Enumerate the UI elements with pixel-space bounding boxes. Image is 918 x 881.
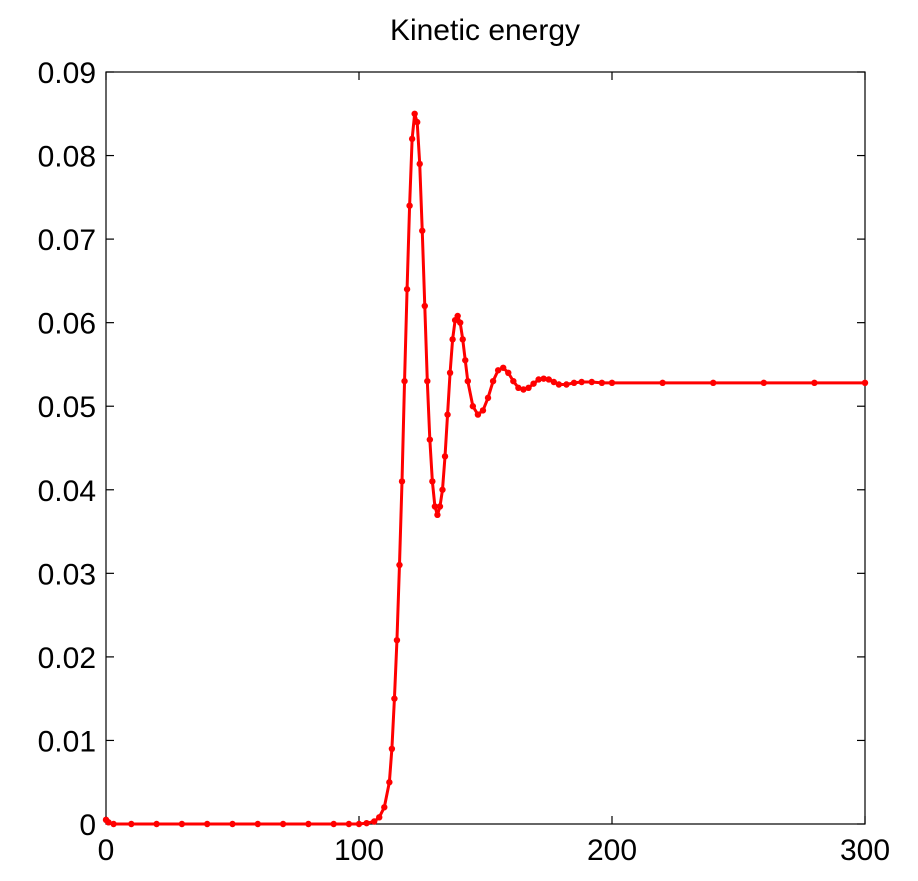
data-point [760, 379, 767, 387]
y-tick-label: 0.06 [38, 308, 96, 341]
data-point [449, 336, 456, 343]
data-point [520, 386, 527, 393]
data-point [441, 453, 449, 460]
data-point [381, 804, 388, 811]
data-point [540, 375, 547, 382]
data-point [861, 379, 869, 387]
data-point [254, 820, 261, 828]
data-point [330, 820, 337, 828]
data-point [396, 561, 403, 569]
chart-title: Kinetic energy [390, 14, 580, 47]
data-point [355, 820, 363, 828]
y-tick-label: 0.02 [38, 642, 96, 675]
data-point [489, 377, 497, 385]
x-tick-label: 0 [98, 834, 115, 867]
data-point [406, 202, 413, 209]
data-point [444, 411, 451, 418]
data-point [462, 357, 469, 364]
data-point [376, 814, 383, 821]
data-point [204, 820, 211, 828]
data-point [388, 745, 396, 752]
data-point [811, 379, 818, 387]
x-tick-label: 300 [840, 834, 890, 867]
y-tick-label: 0 [79, 809, 96, 842]
y-tick-label: 0.03 [38, 558, 96, 591]
y-tick-label: 0.09 [38, 57, 96, 90]
data-point [563, 381, 570, 388]
data-point [570, 379, 578, 387]
y-tick-label: 0.07 [38, 224, 96, 257]
data-point [403, 286, 411, 293]
y-tick-label: 0.08 [38, 141, 96, 174]
data-point [500, 364, 507, 371]
data-point [530, 380, 537, 387]
data-point [510, 377, 517, 385]
data-point [446, 369, 454, 376]
data-point [429, 478, 436, 485]
y-tick-label: 0.01 [38, 725, 96, 758]
data-point [305, 820, 312, 828]
data-point [416, 160, 423, 168]
data-point [588, 378, 595, 386]
data-point [178, 820, 186, 828]
data-point [401, 377, 408, 385]
data-point [457, 319, 464, 326]
data-point [345, 820, 353, 828]
data-point [464, 377, 471, 385]
data-point [439, 486, 446, 493]
data-point [386, 779, 393, 786]
data-point [550, 378, 558, 386]
data-point [229, 820, 236, 828]
data-point [515, 384, 522, 392]
data-point [479, 407, 487, 414]
data-point [370, 818, 378, 825]
data-point [598, 379, 606, 387]
data-point [608, 379, 616, 387]
data-point [105, 819, 112, 826]
data-point [545, 376, 552, 383]
data-point [398, 478, 406, 485]
data-point [459, 336, 466, 343]
data-point [469, 403, 477, 410]
data-point [413, 118, 421, 126]
data-point [535, 376, 542, 383]
data-series [102, 110, 869, 828]
data-point [411, 110, 418, 117]
data-point [393, 636, 401, 644]
plot-area [105, 71, 866, 825]
data-point [484, 394, 492, 402]
data-point [424, 377, 431, 385]
data-point [434, 511, 441, 519]
y-tick-label: 0.04 [38, 475, 96, 508]
data-point [454, 312, 461, 320]
data-point [505, 369, 512, 376]
data-point [391, 695, 398, 702]
data-point [555, 381, 563, 388]
data-point [431, 503, 439, 510]
data-point [419, 227, 426, 234]
axis-ticks [105, 71, 866, 825]
axis-tick-labels: 0 100 200 300 0 0.01 0.02 0.03 0.04 0.05 0.06 0.07 0… [38, 57, 890, 867]
x-tick-label: 200 [587, 834, 637, 867]
data-point [363, 819, 370, 827]
data-point [421, 302, 428, 310]
data-point [408, 135, 416, 143]
data-point [578, 378, 585, 386]
data-point [279, 820, 287, 828]
data-point [525, 384, 532, 392]
data-point [426, 436, 434, 443]
data-point [110, 820, 117, 828]
data-point [474, 411, 482, 418]
data-point [128, 820, 135, 828]
x-tick-label: 100 [334, 834, 384, 867]
data-point [659, 379, 666, 387]
data-point [153, 820, 160, 828]
data-point [494, 367, 502, 374]
y-tick-label: 0.05 [38, 391, 96, 424]
data-point [710, 379, 717, 387]
data-point [436, 503, 444, 510]
